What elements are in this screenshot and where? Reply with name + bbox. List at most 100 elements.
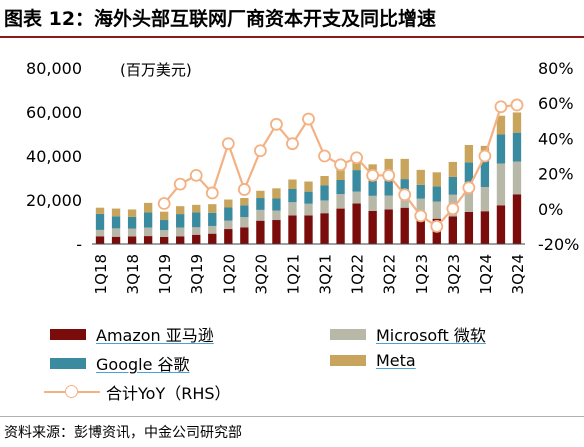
figure-title: 图表 12：海外头部互联网厂商资本开支及同比增速 <box>4 8 437 30</box>
bar-segment <box>143 227 153 237</box>
bar-segment <box>256 220 265 244</box>
y-right-tick-label: 60% <box>538 94 574 113</box>
bar-segment <box>224 199 233 208</box>
bar-segment <box>496 134 506 164</box>
bar-segment <box>464 145 474 163</box>
bar-segment <box>192 234 201 244</box>
y-left-tick-label: 60,000 <box>26 103 82 122</box>
yoy-line-group <box>157 98 524 233</box>
bar-segment <box>384 179 393 196</box>
bar-segment <box>320 213 329 244</box>
bar-segment <box>240 205 249 218</box>
yoy-point <box>366 168 380 182</box>
bar-segment <box>111 216 121 229</box>
bar-segment <box>464 186 474 212</box>
bar-segment <box>416 184 425 199</box>
legend-label-google: Google 谷歌 <box>96 355 190 374</box>
yoy-point <box>253 144 267 158</box>
bar-segment <box>143 202 153 213</box>
bar-segment <box>272 210 281 221</box>
bar-segment <box>95 213 105 230</box>
yoy-point <box>430 219 444 233</box>
x-tick-label: 3Q20 <box>252 254 270 294</box>
bar-segment <box>256 190 265 199</box>
bar-segment <box>352 191 361 204</box>
bar-segment <box>336 208 345 244</box>
bar-segment <box>416 213 425 244</box>
capex-chart: (百万美元) - 20,000 40,000 60,000 80,000 -20% 0% 2… <box>26 59 579 294</box>
bar-segment <box>288 202 297 216</box>
bar-segment <box>464 162 474 187</box>
bar-segment <box>176 206 185 215</box>
y-right-tick-label: 80% <box>538 59 574 78</box>
bar-segment <box>304 203 313 216</box>
x-tick-label: 3Q22 <box>381 254 399 294</box>
bar-segment <box>320 185 329 201</box>
legend-label-meta: Meta <box>376 351 416 370</box>
x-tick-label: 1Q21 <box>284 254 302 294</box>
x-tick-label: 1Q20 <box>220 254 238 294</box>
bar-segment <box>480 187 490 212</box>
bar-segment <box>384 195 393 210</box>
legend-label-microsoft: Microsoft 微软 <box>376 326 486 345</box>
legend-item-google: Google 谷歌 <box>50 351 190 375</box>
bar-segment <box>208 204 217 213</box>
bar-segment <box>480 160 490 188</box>
bar-segment <box>336 167 345 180</box>
bar-segment <box>496 115 506 135</box>
bar-segment <box>400 207 409 244</box>
x-tick-label: 3Q19 <box>188 254 206 294</box>
yoy-point <box>157 197 171 210</box>
bar-segment <box>512 161 522 195</box>
bar-segment <box>127 228 137 237</box>
bar-segment <box>127 216 137 229</box>
legend-label-yoy: 合计YoY（RHS） <box>106 384 231 403</box>
yoy-point <box>173 177 187 191</box>
bar-segment <box>272 198 281 211</box>
x-tick-label: 3Q23 <box>445 254 463 294</box>
bar-segment <box>127 209 137 217</box>
bar-segment <box>256 209 265 221</box>
bar-segment <box>432 186 441 202</box>
bar-segment <box>480 211 490 244</box>
bar-segment <box>224 229 233 244</box>
bar-segment <box>176 214 185 228</box>
bar-segment <box>192 227 201 235</box>
bar-segment <box>368 195 377 211</box>
yoy-point <box>302 112 315 126</box>
bar-segment <box>143 236 153 244</box>
yoy-point <box>462 181 476 195</box>
bar-segment <box>496 205 506 244</box>
bar-segment <box>448 161 458 177</box>
bar-segment <box>512 194 522 244</box>
y-left-tick-label: 20,000 <box>26 191 82 210</box>
legend-swatch-microsoft <box>330 328 366 340</box>
bar-segment <box>336 179 345 195</box>
bar-segment <box>240 198 249 206</box>
source-rule <box>0 416 584 417</box>
bar-segment <box>192 212 201 228</box>
y-left-tick-label: 40,000 <box>26 147 82 166</box>
bar-segment <box>208 233 217 244</box>
yoy-point <box>446 202 460 216</box>
yoy-point <box>270 117 283 131</box>
bar-segment <box>400 158 409 180</box>
x-tick-label: 3Q21 <box>317 254 335 294</box>
legend-swatch-google <box>50 357 86 369</box>
bar-segment <box>416 169 425 185</box>
bar-segment <box>224 220 233 230</box>
x-tick-label: 1Q24 <box>477 254 495 294</box>
legend-item-yoy: 合计YoY（RHS） <box>44 380 231 404</box>
x-tick-label: 1Q22 <box>349 254 367 294</box>
bar-segment <box>240 227 249 244</box>
y-left-tick-label: - <box>76 235 82 254</box>
yoy-point <box>494 100 508 114</box>
bar-group <box>95 112 522 244</box>
bar-segment <box>288 215 297 244</box>
legend-swatch-amazon <box>50 328 86 340</box>
legend-item-microsoft: Microsoft 微软 <box>330 322 486 346</box>
bar-segment <box>111 236 121 244</box>
x-axis: 1Q18 3Q18 1Q19 3Q19 1Q20 3Q20 1Q21 3Q21 1Q22 3Q22… <box>92 243 527 294</box>
bar-segment <box>111 208 121 217</box>
bar-segment <box>496 163 506 206</box>
